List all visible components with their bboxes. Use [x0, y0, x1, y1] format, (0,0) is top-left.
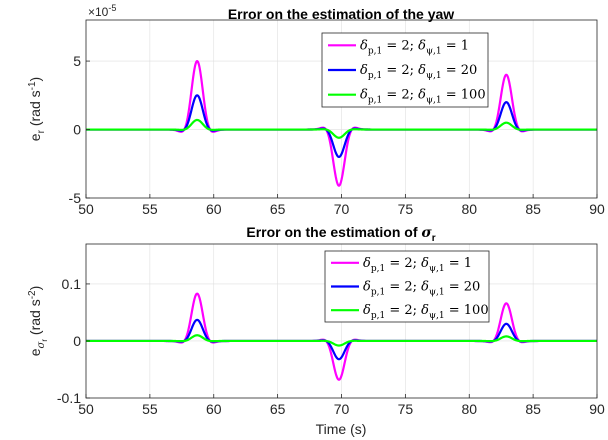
yaw-error-ytick-label: 5 — [73, 53, 81, 69]
sigma-error-ytick-label: 0 — [73, 333, 81, 349]
sigma-error-axes: 50 55 60 65 70 75 80 85 90 -0.1 0 0.1 Error on the … — [27, 224, 605, 437]
yaw-error-ylabel: er (rad s-1) — [27, 77, 47, 141]
yaw-error-xtick-label: 60 — [206, 201, 222, 217]
yaw-error-ytick-label: -5 — [69, 190, 82, 206]
sigma-error-xtick-label: 80 — [461, 401, 477, 417]
yaw-error-xtick-label: 65 — [270, 201, 286, 217]
yaw-error-xtick-label: 85 — [525, 201, 541, 217]
sigma-error-xtick-label: 90 — [589, 401, 605, 417]
yaw-error-legend-entry-2: δp,1 = 2; δψ,1 = 20 — [360, 63, 477, 81]
sigma-error-xtick-label: 65 — [270, 401, 286, 417]
yaw-error-legend-entry-3: δp,1 = 2; δψ,1 = 100 — [360, 88, 486, 106]
yaw-error-ticks: 50 55 60 65 70 75 80 85 90 -5 0 5 — [69, 53, 605, 217]
sigma-error-xtick-label: 85 — [525, 401, 541, 417]
sigma-error-xtick-label: 70 — [334, 401, 350, 417]
yaw-error-xtick-label: 80 — [461, 201, 477, 217]
yaw-error-xtick-label: 90 — [589, 201, 605, 217]
time-xlabel: Time (s) — [316, 421, 367, 437]
yaw-error-series — [85, 60, 598, 187]
sigma-error-xtick-label: 50 — [78, 401, 94, 417]
yaw-error-series-3-line — [85, 118, 598, 139]
sigma-error-legend-entry-1: δp,1 = 2; δψ,1 = 1 — [363, 256, 472, 274]
sigma-error-xtick-label: 55 — [142, 401, 158, 417]
sigma-error-ticks: 50 55 60 65 70 75 80 85 90 -0.1 0 0.1 — [57, 276, 605, 417]
yaw-error-legend-entry-1: δp,1 = 2; δψ,1 = 1 — [360, 38, 469, 56]
sigma-error-series — [85, 292, 598, 381]
sigma-error-xtick-label: 60 — [206, 401, 222, 417]
sigma-error-ytick-label: 0.1 — [62, 276, 82, 292]
sigma-error-xtick-label: 75 — [398, 401, 414, 417]
sigma-error-legend-entry-3: δp,1 = 2; δψ,1 = 100 — [363, 303, 489, 321]
yaw-error-xtick-label: 70 — [334, 201, 350, 217]
yaw-error-legend: δp,1 = 2; δψ,1 = 1 δp,1 = 2; δψ,1 = 20 δp,… — [321, 32, 489, 108]
sigma-error-title: Error on the estimation of σr — [246, 224, 435, 244]
sigma-error-series-3-line — [85, 334, 598, 347]
yaw-error-exponent: ×10-5 — [88, 3, 116, 19]
yaw-error-title: Error on the estimation of the yaw — [228, 6, 454, 22]
yaw-error-xtick-label: 50 — [78, 201, 94, 217]
yaw-error-xtick-label: 55 — [142, 201, 158, 217]
yaw-error-xtick-label: 75 — [398, 201, 414, 217]
sigma-error-legend-entry-2: δp,1 = 2; δψ,1 = 20 — [363, 280, 480, 298]
yaw-error-axes: 50 55 60 65 70 75 80 85 90 -5 0 5 Error on the esti… — [27, 3, 605, 217]
yaw-error-ytick-label: 0 — [73, 122, 81, 138]
sigma-error-legend: δp,1 = 2; δψ,1 = 1 δp,1 = 2; δψ,1 = 20 δp,… — [324, 250, 490, 323]
sigma-error-ylabel: eσr (rad s-2) — [27, 286, 49, 357]
sigma-error-ytick-label: -0.1 — [57, 390, 81, 406]
